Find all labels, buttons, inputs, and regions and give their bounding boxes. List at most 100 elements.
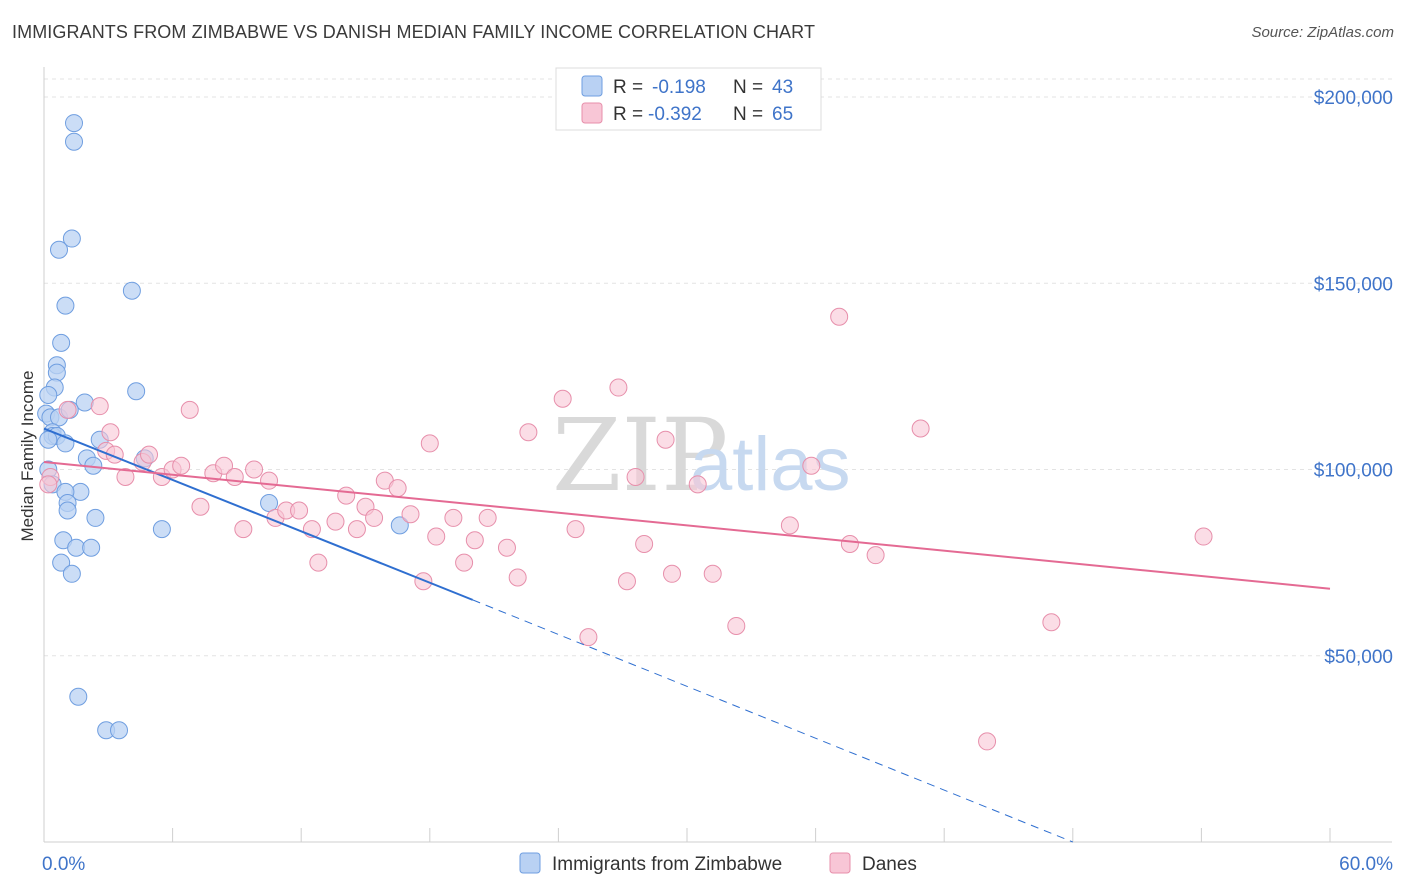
point-danes [780, 516, 799, 535]
point-danes [465, 531, 484, 550]
legend-r-label-zimbabwe: R = [613, 77, 643, 98]
point-danes [978, 732, 997, 751]
point-zimbabwe [62, 564, 81, 583]
point-zimbabwe [52, 333, 71, 352]
legend-r-value-zimbabwe: -0.198 [652, 77, 706, 98]
point-danes [39, 475, 58, 494]
y-tick-label: $50,000 [1324, 647, 1393, 668]
point-danes [215, 456, 234, 475]
point-danes [1194, 527, 1213, 546]
y-axis-label: Median Family Income [18, 370, 37, 541]
point-zimbabwe [47, 363, 66, 382]
trend-line-zimbabwe [43, 427, 474, 601]
x-tick-label: 60.0% [1339, 854, 1393, 875]
point-danes [662, 564, 681, 583]
point-danes [444, 508, 463, 527]
point-danes [347, 520, 366, 539]
point-danes [830, 307, 849, 326]
point-zimbabwe [58, 501, 77, 520]
legend-n-value-danes: 65 [772, 104, 793, 125]
point-danes [290, 501, 309, 520]
point-zimbabwe [75, 393, 94, 412]
point-zimbabwe [50, 240, 69, 259]
point-zimbabwe [82, 538, 101, 557]
watermark-zip: ZIP [552, 397, 728, 514]
legend-bottom-label-zimbabwe: Immigrants from Zimbabwe [552, 854, 782, 875]
point-zimbabwe [86, 508, 105, 527]
point-danes [478, 508, 497, 527]
point-danes [172, 456, 191, 475]
trend-lines [43, 427, 1331, 843]
point-danes [609, 378, 628, 397]
point-zimbabwe [69, 687, 88, 706]
legend-bottom-label-danes: Danes [862, 854, 917, 875]
point-danes [245, 460, 264, 479]
trend-line-danes [43, 461, 1331, 590]
point-danes [420, 434, 439, 453]
point-danes [911, 419, 930, 438]
point-danes [140, 445, 159, 464]
point-zimbabwe [39, 430, 58, 449]
point-zimbabwe [122, 281, 141, 300]
point-danes [617, 572, 636, 591]
legend-n-label-danes: N = [733, 104, 763, 125]
point-danes [840, 535, 859, 553]
point-danes [116, 467, 135, 486]
point-danes [566, 520, 585, 539]
point-danes [388, 479, 407, 498]
point-zimbabwe [67, 538, 86, 557]
point-danes [519, 423, 538, 442]
point-zimbabwe [56, 296, 75, 315]
legend-stats: R = -0.198 N = 43 R = -0.392 N = 65 [555, 67, 822, 131]
point-danes [90, 397, 109, 416]
y-tick-label: $150,000 [1314, 274, 1393, 295]
point-danes [191, 497, 210, 516]
point-danes [309, 553, 328, 572]
point-danes [703, 564, 722, 583]
watermark-atlas: atlas [690, 422, 851, 507]
y-tick-labels: $50,000 $100,000 $150,000 $200,000 [1314, 88, 1393, 668]
series-zimbabwe-points [37, 114, 409, 740]
y-tick-label: $200,000 [1314, 88, 1393, 109]
point-zimbabwe [65, 132, 84, 151]
point-zimbabwe [110, 721, 129, 740]
point-danes [58, 400, 77, 419]
y-tick-label: $100,000 [1314, 461, 1393, 482]
point-danes [180, 400, 199, 419]
point-danes [635, 535, 654, 553]
point-danes [401, 505, 420, 524]
legend-swatch-zimbabwe [581, 75, 603, 97]
x-tick-labels: 0.0% 60.0% [42, 854, 1393, 875]
point-zimbabwe [390, 516, 409, 535]
point-danes [260, 471, 279, 490]
legend-bottom-swatch-danes [829, 852, 851, 874]
x-tick-label: 0.0% [42, 854, 85, 875]
point-zimbabwe [52, 553, 71, 572]
legend-n-value-zimbabwe: 43 [772, 77, 793, 98]
point-danes [234, 520, 253, 539]
point-danes [427, 527, 446, 546]
point-danes [497, 538, 516, 557]
point-danes [508, 568, 527, 587]
point-danes [225, 467, 244, 486]
chart-title: IMMIGRANTS FROM ZIMBABWE VS DANISH MEDIA… [12, 22, 816, 42]
point-danes [101, 423, 120, 442]
point-danes [365, 508, 384, 527]
trend-line-zimbabwe-extension [472, 599, 1073, 843]
point-zimbabwe [152, 520, 171, 539]
point-zimbabwe [39, 386, 58, 404]
point-danes [337, 486, 356, 505]
watermark: ZIP atlas [552, 397, 851, 514]
point-danes [455, 553, 474, 572]
point-danes [866, 546, 885, 565]
legend-r-label-danes: R = [613, 104, 643, 125]
point-danes [727, 616, 746, 635]
point-danes [579, 628, 598, 647]
point-danes [1042, 613, 1061, 632]
axes [43, 67, 1392, 843]
point-danes [802, 456, 821, 475]
legend-swatch-danes [581, 102, 603, 124]
point-danes [656, 430, 675, 449]
legend-bottom-swatch-zimbabwe [519, 852, 541, 874]
